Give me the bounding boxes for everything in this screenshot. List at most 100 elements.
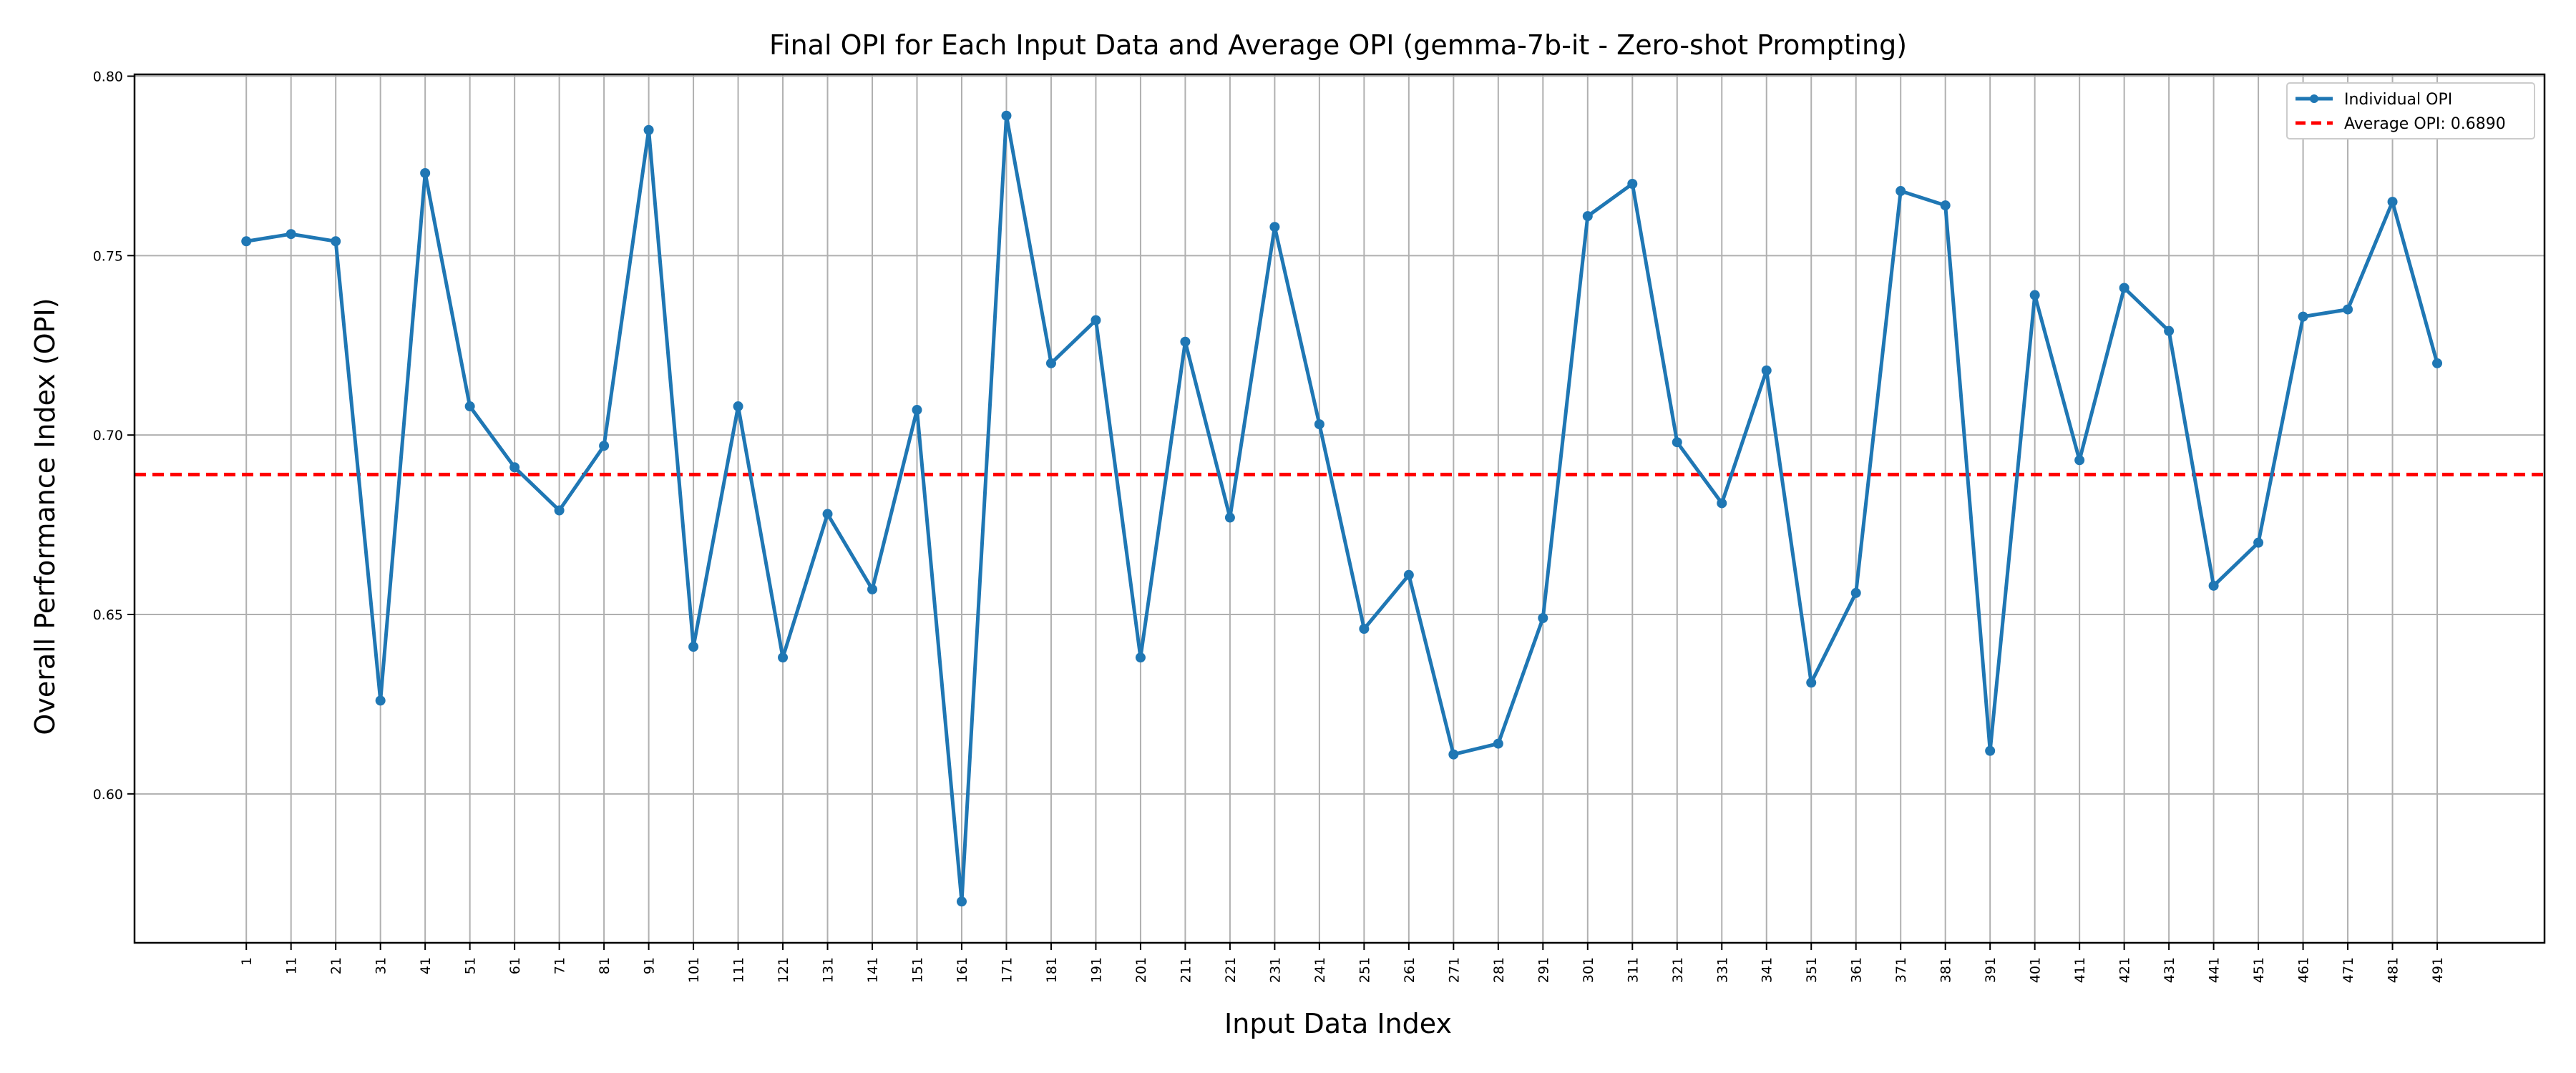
x-tick-label: 21 — [328, 957, 344, 974]
data-point — [956, 896, 967, 907]
x-tick-label: 181 — [1044, 957, 1060, 983]
data-point — [688, 642, 699, 652]
data-point — [286, 229, 296, 240]
data-point — [1045, 358, 1056, 368]
x-tick-label: 381 — [1938, 957, 1954, 983]
plot-frame — [133, 73, 2546, 944]
x-tick-label: 291 — [1536, 957, 1551, 983]
y-tick-label: 0.65 — [93, 607, 123, 623]
y-tick-label: 0.70 — [93, 428, 123, 444]
series-line — [245, 114, 2439, 903]
data-point — [1538, 613, 1548, 624]
data-point — [2029, 290, 2040, 300]
data-point — [1091, 315, 1101, 325]
x-axis-ticks: 1 11 21 31 41 51 61 71 81 91 101 111 121 131 141 151 161… — [239, 943, 2446, 983]
x-tick-label: 81 — [597, 957, 613, 974]
data-point — [1359, 624, 1370, 635]
x-tick-label: 271 — [1446, 957, 1462, 983]
data-point — [241, 236, 252, 247]
x-tick-label: 491 — [2430, 957, 2446, 983]
x-tick-label: 311 — [1625, 957, 1641, 983]
x-tick-label: 121 — [776, 957, 791, 983]
x-tick-label: 111 — [731, 957, 747, 983]
data-point — [1672, 437, 1682, 448]
data-point — [1850, 587, 1861, 598]
x-axis-label: Input Data Index — [1224, 1008, 1452, 1039]
data-point — [599, 441, 610, 451]
x-tick-label: 401 — [2028, 957, 2044, 983]
legend-series-marker — [2310, 94, 2318, 103]
x-tick-label: 211 — [1178, 957, 1194, 983]
data-point — [643, 124, 654, 135]
data-point — [2253, 537, 2264, 548]
legend-average-label: Average OPI: 0.6890 — [2344, 115, 2506, 133]
data-point — [912, 405, 922, 416]
x-tick-label: 191 — [1088, 957, 1104, 983]
data-point — [2343, 304, 2353, 315]
x-tick-label: 11 — [284, 957, 300, 974]
x-tick-label: 101 — [686, 957, 702, 983]
x-tick-label: 241 — [1312, 957, 1328, 983]
data-point — [420, 167, 431, 178]
data-point — [2119, 283, 2129, 293]
x-tick-label: 391 — [1983, 957, 1999, 983]
x-tick-label: 1 — [239, 957, 255, 966]
data-point — [1001, 110, 1012, 121]
data-point — [1582, 211, 1593, 222]
data-point — [1627, 179, 1638, 190]
x-tick-label: 301 — [1581, 957, 1596, 983]
data-point — [1403, 569, 1414, 580]
x-tick-label: 31 — [374, 957, 389, 974]
legend-box — [2286, 82, 2535, 139]
x-tick-label: 281 — [1491, 957, 1507, 983]
x-tick-label: 481 — [2386, 957, 2401, 983]
y-tick-label: 0.60 — [93, 787, 123, 803]
series-layer — [241, 110, 2443, 907]
x-tick-label: 61 — [507, 957, 523, 974]
data-point — [1896, 186, 1906, 197]
data-point — [509, 462, 520, 473]
data-point — [1314, 419, 1324, 430]
x-tick-label: 141 — [865, 957, 881, 983]
data-point — [733, 401, 743, 412]
y-axis-ticks: 0.60 0.65 0.70 0.75 0.80 — [93, 69, 135, 803]
x-tick-label: 221 — [1223, 957, 1239, 983]
x-tick-label: 471 — [2341, 957, 2356, 983]
x-tick-label: 351 — [1804, 957, 1820, 983]
x-tick-label: 261 — [1402, 957, 1418, 983]
chart-title: Final OPI for Each Input Data and Averag… — [769, 29, 1907, 61]
data-point — [331, 236, 341, 247]
x-tick-label: 461 — [2296, 957, 2312, 983]
data-point — [375, 695, 386, 706]
data-point — [1180, 336, 1191, 347]
x-tick-label: 341 — [1760, 957, 1775, 983]
data-point — [2208, 580, 2219, 591]
data-point — [2164, 325, 2175, 336]
data-point — [2432, 358, 2443, 368]
legend: Individual OPI Average OPI: 0.6890 — [2286, 82, 2535, 139]
data-point — [1269, 222, 1280, 232]
data-point — [1135, 652, 1146, 663]
data-point — [778, 652, 789, 663]
x-tick-label: 451 — [2251, 957, 2267, 983]
data-point — [464, 401, 475, 412]
x-tick-label: 91 — [642, 957, 658, 974]
x-tick-label: 371 — [1893, 957, 1909, 983]
grid-lines — [135, 74, 2545, 943]
x-tick-label: 201 — [1133, 957, 1149, 983]
data-point — [2074, 455, 2085, 466]
x-tick-label: 421 — [2117, 957, 2133, 983]
x-tick-label: 41 — [418, 957, 434, 974]
data-point — [1717, 498, 1727, 509]
data-point — [867, 584, 878, 594]
data-point — [2298, 311, 2308, 322]
data-point — [1448, 749, 1459, 760]
x-tick-label: 151 — [910, 957, 926, 983]
data-point — [1761, 365, 1772, 376]
data-point — [1985, 745, 1996, 756]
x-tick-label: 361 — [1849, 957, 1865, 983]
x-tick-label: 171 — [999, 957, 1015, 983]
x-tick-label: 431 — [2162, 957, 2177, 983]
